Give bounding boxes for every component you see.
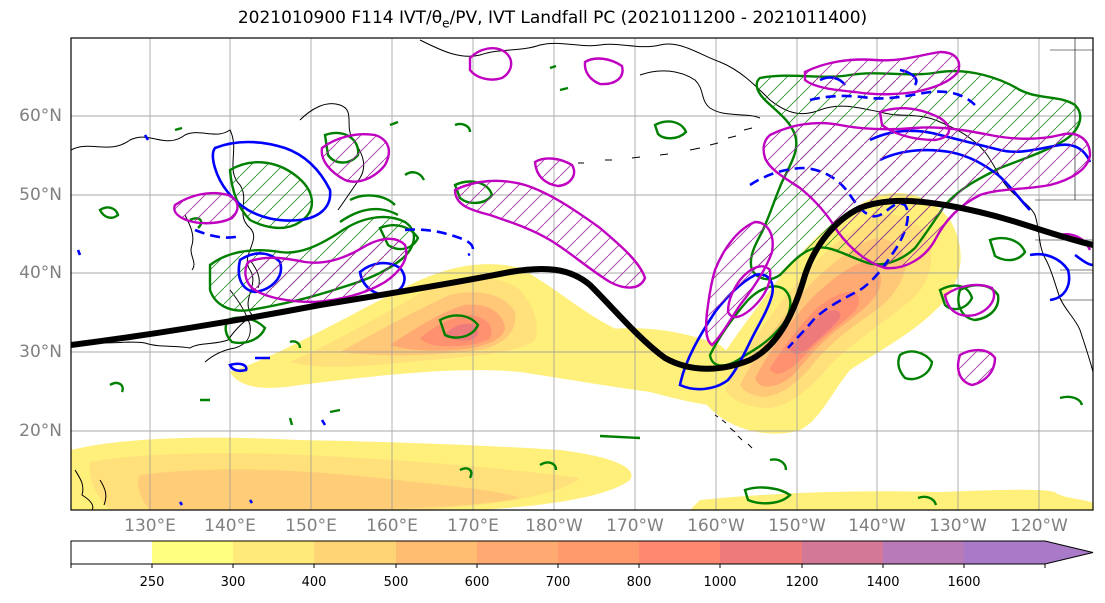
lon-label-130w: 130°W xyxy=(929,516,987,536)
colorbar-bin-5 xyxy=(477,541,558,564)
colorbar-label-300: 300 xyxy=(220,575,246,590)
lon-label-160w: 160°W xyxy=(687,516,745,536)
colorbar-bin-1 xyxy=(152,541,233,564)
lon-label-150w: 150°W xyxy=(768,516,826,536)
lat-label-50n: 50°N xyxy=(19,185,62,205)
colorbar-bin-7 xyxy=(639,541,720,564)
pv-contour-central xyxy=(453,179,647,289)
pv-contour-east-ar xyxy=(704,220,774,347)
colorbar-label-700: 700 xyxy=(545,575,571,590)
lat-label-20n: 20°N xyxy=(19,421,62,441)
colorbar-bin-6 xyxy=(558,541,639,564)
colorbar-bin-10 xyxy=(883,541,964,564)
colorbar-label-1200: 1200 xyxy=(785,575,819,590)
colorbar-bin-9 xyxy=(802,541,883,564)
map-title: 2021010900 F114 IVT/θe/PV, IVT Landfall … xyxy=(0,8,1105,30)
title-text-1: 2021010900 F114 IVT/θ xyxy=(237,8,443,28)
coastline-hawaii xyxy=(714,414,753,449)
colorbar-label-1600: 1600 xyxy=(947,575,981,590)
lon-label-120w: 120°W xyxy=(1010,516,1068,536)
map-frame xyxy=(70,37,1094,511)
lon-label-180w: 180°W xyxy=(525,516,583,536)
coastline-aleutians xyxy=(578,127,753,164)
colorbar-label-1000: 1000 xyxy=(703,575,737,590)
pv-contour-alaska-north xyxy=(468,46,513,81)
lon-label-170e: 170°E xyxy=(447,516,499,536)
lon-label-150e: 150°E xyxy=(285,516,337,536)
lat-label-40n: 40°N xyxy=(19,263,62,283)
title-text-2: /PV, IVT Landfall PC (2021011200 - 20210… xyxy=(449,8,868,28)
colorbar-label-250: 250 xyxy=(139,575,165,590)
title-subscript: e xyxy=(442,16,450,31)
colorbar-label-400: 400 xyxy=(301,575,327,590)
colorbar-label-500: 500 xyxy=(383,575,409,590)
theta-e-contour-east-ar xyxy=(708,285,792,367)
colorbar-bin-0 xyxy=(71,541,152,564)
theta-e-contour-small-1 xyxy=(438,314,480,339)
colorbar-label-600: 600 xyxy=(464,575,490,590)
colorbar xyxy=(70,540,1094,568)
ivt-pc-contour-nw xyxy=(211,140,332,222)
colorbar-label-1400: 1400 xyxy=(866,575,900,590)
pv-contour-gulf-alaska xyxy=(762,121,1092,270)
lat-label-60n: 60°N xyxy=(19,106,62,126)
pv-contour-midlat xyxy=(244,237,408,304)
lat-label-30n: 30°N xyxy=(19,342,62,362)
colorbar-bin-3 xyxy=(314,541,396,564)
lon-label-170w: 170°W xyxy=(606,516,664,536)
lon-label-140e: 140°E xyxy=(204,516,256,536)
landfall-path xyxy=(71,197,1093,372)
pv-contours xyxy=(173,46,1092,387)
ivt-pc-contour-nw-dashed xyxy=(194,228,241,239)
colorbar-label-800: 800 xyxy=(626,575,652,590)
colorbar-bin-8 xyxy=(720,541,802,564)
colorbar-extend-arrow xyxy=(964,541,1093,564)
colorbar-bin-4 xyxy=(396,541,477,564)
pv-contour-kamchatka xyxy=(320,133,391,183)
colorbar-outline xyxy=(70,540,1094,565)
lon-label-130e: 130°E xyxy=(124,516,176,536)
colorbar-bin-2 xyxy=(233,541,314,564)
lon-label-140w: 140°W xyxy=(848,516,906,536)
lon-label-160e: 160°E xyxy=(366,516,418,536)
map-plot-area xyxy=(71,38,1093,510)
coastline-philippines xyxy=(74,469,107,510)
